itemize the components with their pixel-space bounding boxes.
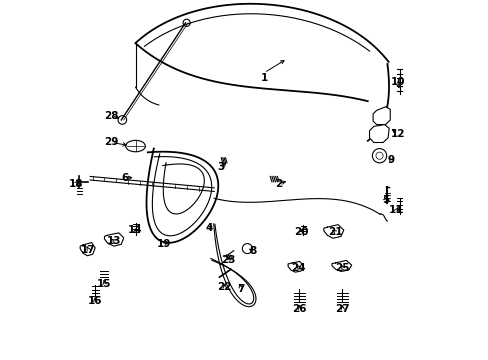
Polygon shape <box>372 107 389 125</box>
Text: 25: 25 <box>335 262 349 273</box>
Text: 3: 3 <box>217 162 224 172</box>
Polygon shape <box>369 125 388 143</box>
Text: 11: 11 <box>388 205 403 215</box>
Text: 29: 29 <box>104 138 119 148</box>
Text: 19: 19 <box>157 239 171 249</box>
Text: 23: 23 <box>221 255 235 265</box>
Text: 10: 10 <box>390 77 405 87</box>
Text: 1: 1 <box>260 73 267 83</box>
Text: 4: 4 <box>204 223 212 233</box>
Text: 9: 9 <box>386 156 394 165</box>
Text: 20: 20 <box>294 227 308 237</box>
Text: 14: 14 <box>128 225 142 235</box>
Text: 28: 28 <box>104 111 119 121</box>
Text: 21: 21 <box>327 227 342 237</box>
Text: 7: 7 <box>237 284 244 294</box>
Text: 12: 12 <box>390 129 405 139</box>
Text: 18: 18 <box>68 179 83 189</box>
Text: 5: 5 <box>381 195 388 204</box>
Text: 15: 15 <box>97 279 111 289</box>
Text: 8: 8 <box>249 247 257 256</box>
Text: 22: 22 <box>217 282 232 292</box>
Text: 17: 17 <box>81 245 96 255</box>
Text: 27: 27 <box>335 303 349 314</box>
Text: 24: 24 <box>291 262 305 273</box>
Text: 16: 16 <box>88 296 102 306</box>
Text: 26: 26 <box>292 303 306 314</box>
Text: 6: 6 <box>121 173 128 183</box>
Text: 13: 13 <box>107 236 121 246</box>
Text: 2: 2 <box>274 179 282 189</box>
